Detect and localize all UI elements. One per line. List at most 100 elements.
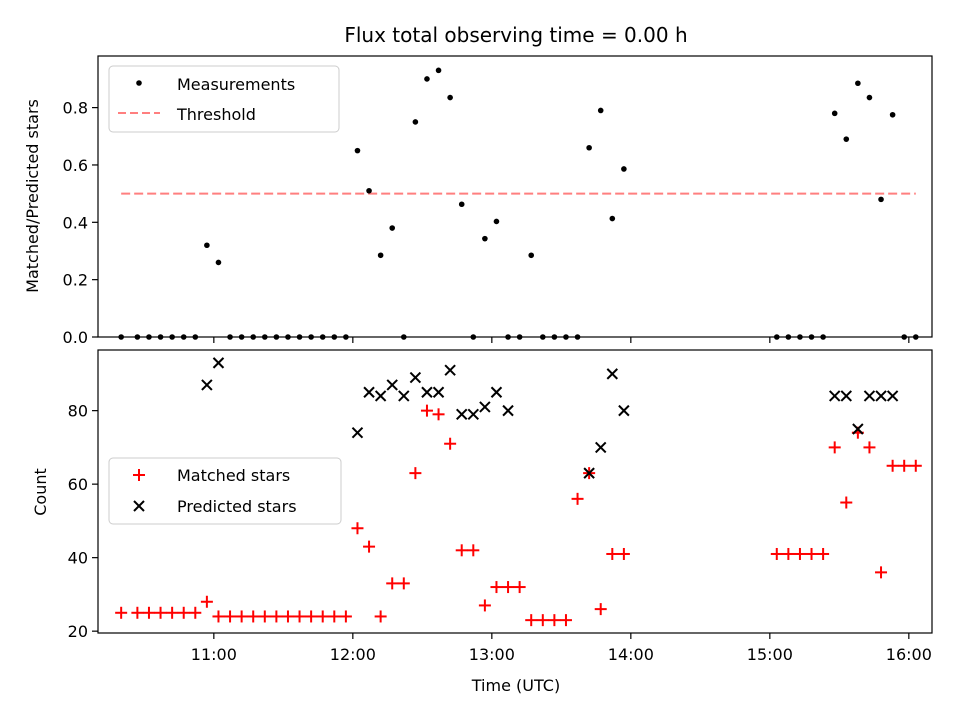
matched-star-point bbox=[559, 614, 572, 627]
measurement-point bbox=[889, 111, 896, 118]
measurement-point bbox=[296, 334, 303, 340]
legend-threshold-label: Threshold bbox=[176, 105, 256, 124]
measurement-point bbox=[215, 259, 222, 266]
matched-star-point bbox=[363, 540, 376, 553]
legend-predicted-label: Predicted stars bbox=[177, 497, 297, 516]
measurement-point bbox=[540, 334, 546, 340]
measurement-point bbox=[331, 334, 338, 340]
predicted-star-point bbox=[432, 386, 445, 398]
predicted-star-point bbox=[886, 390, 899, 402]
measurement-point bbox=[273, 334, 280, 340]
measurement-point bbox=[447, 94, 453, 101]
matched-star-point bbox=[817, 547, 830, 560]
chart-title: Flux total observing time = 0.00 h bbox=[344, 23, 687, 47]
matched-star-point bbox=[281, 610, 294, 623]
matched-stars-series bbox=[115, 404, 922, 627]
matched-star-point bbox=[409, 467, 422, 480]
measurement-point bbox=[377, 252, 384, 259]
y-tick-label: 0.0 bbox=[63, 328, 88, 347]
legend-predicted-marker bbox=[133, 500, 145, 512]
measurement-point bbox=[308, 334, 314, 340]
measurement-point bbox=[169, 334, 175, 340]
matched-star-point bbox=[420, 404, 433, 417]
predicted-star-point bbox=[618, 404, 630, 417]
measurement-point bbox=[609, 215, 616, 222]
matched-star-point bbox=[235, 610, 248, 623]
measurement-point bbox=[551, 334, 558, 340]
measurement-point bbox=[354, 147, 361, 154]
predicted-star-point bbox=[212, 357, 225, 369]
measurement-point bbox=[797, 334, 803, 340]
measurement-point bbox=[563, 334, 569, 340]
measurement-point bbox=[878, 196, 884, 203]
measurement-point bbox=[855, 80, 861, 87]
y-tick-label: 60 bbox=[68, 475, 88, 494]
matched-star-point bbox=[374, 610, 387, 623]
predicted-star-point bbox=[386, 379, 398, 391]
matched-star-point bbox=[898, 459, 911, 472]
legend-measurements-label: Measurements bbox=[177, 75, 295, 94]
measurement-point bbox=[319, 334, 326, 340]
legend-measurements-marker bbox=[136, 80, 142, 86]
predicted-star-point bbox=[456, 408, 468, 421]
matched-star-point bbox=[293, 610, 306, 623]
matched-star-point bbox=[886, 459, 899, 472]
measurement-point bbox=[285, 334, 291, 340]
measurement-point bbox=[134, 334, 141, 340]
top-legend: Measurements Threshold bbox=[108, 65, 340, 133]
predicted-star-point bbox=[595, 441, 607, 454]
predicted-star-point bbox=[409, 371, 422, 384]
measurement-point bbox=[458, 201, 465, 208]
matched-star-point bbox=[863, 441, 876, 454]
matched-star-point bbox=[397, 577, 410, 590]
x-tick-label: 15:00 bbox=[747, 645, 793, 664]
matched-star-point bbox=[247, 610, 260, 623]
measurement-point bbox=[597, 107, 604, 114]
predicted-stars-series bbox=[201, 357, 899, 479]
top-y-axis-title: Matched/Predicted stars bbox=[23, 99, 42, 293]
measurement-point bbox=[866, 94, 873, 101]
matched-star-point bbox=[782, 547, 795, 560]
matched-star-point bbox=[189, 606, 202, 619]
predicted-star-point bbox=[863, 390, 876, 402]
predicted-star-point bbox=[606, 368, 619, 380]
measurement-point bbox=[204, 242, 210, 249]
predicted-star-point bbox=[351, 426, 364, 439]
predicted-star-point bbox=[201, 379, 213, 391]
top-x-axis bbox=[213, 337, 910, 343]
measurement-point bbox=[180, 334, 187, 340]
matched-star-point bbox=[770, 547, 783, 560]
matched-star-point bbox=[339, 610, 352, 623]
top-plot-frame bbox=[97, 55, 933, 338]
x-tick-label: 13:00 bbox=[469, 645, 515, 664]
matched-star-point bbox=[840, 496, 853, 509]
measurement-point bbox=[366, 187, 372, 194]
measurement-point bbox=[343, 334, 349, 340]
matched-star-point bbox=[525, 614, 538, 627]
matched-star-point bbox=[212, 610, 225, 623]
matched-star-point bbox=[617, 547, 630, 560]
matched-star-point bbox=[351, 522, 364, 535]
predicted-star-point bbox=[852, 423, 864, 435]
bottom-legend-frame bbox=[108, 457, 342, 525]
predicted-star-point bbox=[363, 386, 375, 398]
matched-star-point bbox=[386, 577, 399, 590]
matched-star-point bbox=[548, 614, 561, 627]
measurement-point bbox=[901, 334, 907, 340]
predicted-star-point bbox=[398, 390, 410, 402]
measurement-point bbox=[192, 334, 199, 340]
x-tick-label: 14:00 bbox=[608, 645, 654, 664]
measurement-point bbox=[470, 334, 477, 340]
measurement-point bbox=[238, 334, 245, 340]
y-tick-label: 20 bbox=[68, 622, 88, 641]
measurement-point bbox=[227, 334, 233, 340]
bottom-plot-frame bbox=[97, 349, 933, 634]
matched-star-point bbox=[502, 581, 515, 594]
matched-star-point bbox=[166, 606, 179, 619]
measurement-point bbox=[843, 136, 850, 142]
measurement-point bbox=[516, 334, 523, 340]
measurement-point bbox=[773, 334, 780, 340]
matched-star-point bbox=[606, 547, 619, 560]
predicted-star-point bbox=[479, 401, 491, 413]
